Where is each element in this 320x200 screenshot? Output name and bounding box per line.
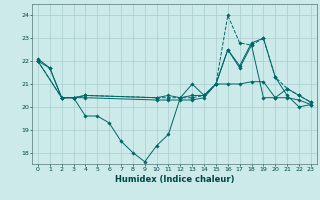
X-axis label: Humidex (Indice chaleur): Humidex (Indice chaleur) [115,175,234,184]
